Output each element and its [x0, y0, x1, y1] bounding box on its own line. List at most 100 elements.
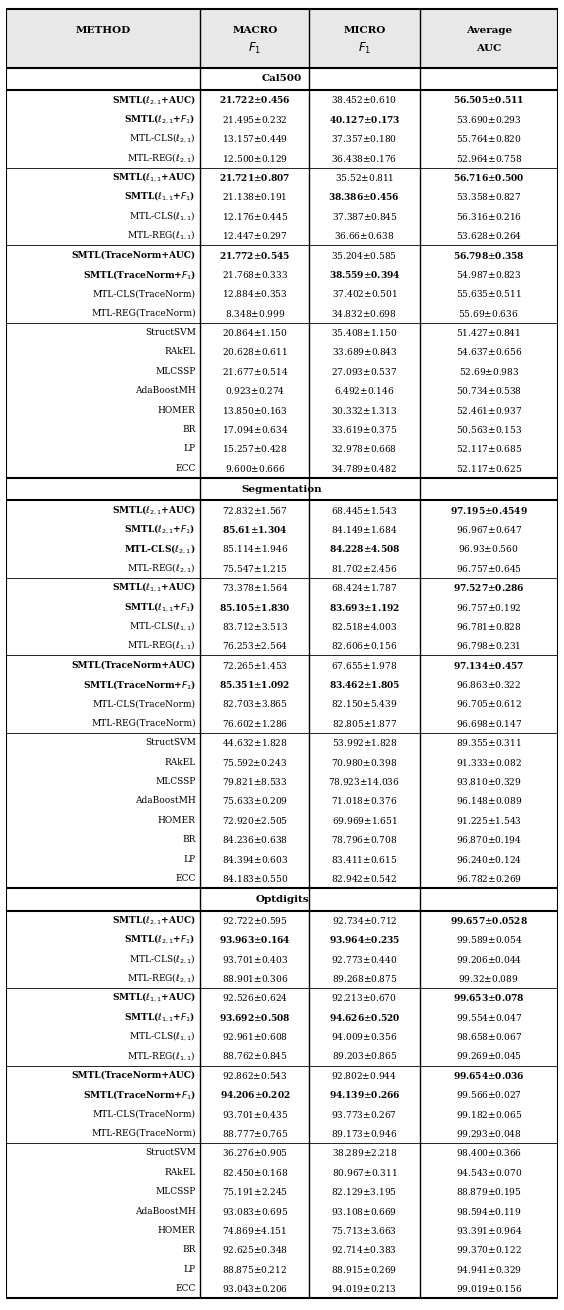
- Text: 97.195$\pm$0.4549: 97.195$\pm$0.4549: [450, 504, 528, 516]
- Text: MTL-REG($\ell_{2,1}$): MTL-REG($\ell_{2,1}$): [127, 972, 196, 985]
- Text: 34.789$\pm$0.482: 34.789$\pm$0.482: [332, 462, 397, 474]
- Text: 96.757$\pm$0.645: 96.757$\pm$0.645: [456, 563, 522, 574]
- Text: 93.692$\pm$0.508: 93.692$\pm$0.508: [219, 1011, 290, 1023]
- Text: MLCSSP: MLCSSP: [156, 1187, 196, 1196]
- Text: AdaBoostMH: AdaBoostMH: [135, 796, 196, 806]
- Text: 55.635$\pm$0.511: 55.635$\pm$0.511: [456, 288, 522, 299]
- Text: 56.716$\pm$0.500: 56.716$\pm$0.500: [453, 172, 525, 183]
- Text: BR: BR: [182, 424, 196, 434]
- Text: Segmentation: Segmentation: [242, 485, 322, 494]
- Text: 88.875$\pm$0.212: 88.875$\pm$0.212: [222, 1264, 288, 1275]
- Text: MTL-REG($\ell_{1,1}$): MTL-REG($\ell_{1,1}$): [127, 1049, 196, 1062]
- Text: 93.964$\pm$0.235: 93.964$\pm$0.235: [329, 934, 400, 946]
- Text: 92.714$\pm$0.383: 92.714$\pm$0.383: [332, 1244, 397, 1255]
- Text: 92.625$\pm$0.348: 92.625$\pm$0.348: [222, 1244, 288, 1255]
- Text: SMTL(TraceNorm+$F_1$): SMTL(TraceNorm+$F_1$): [83, 679, 196, 692]
- Text: 83.693$\pm$1.192: 83.693$\pm$1.192: [329, 601, 400, 613]
- Text: Optdigits: Optdigits: [255, 895, 309, 904]
- Text: SMTL($\ell_{2,1}$+$F_1$): SMTL($\ell_{2,1}$+$F_1$): [125, 523, 196, 536]
- Text: MTL-CLS($\ell_{1,1}$): MTL-CLS($\ell_{1,1}$): [129, 1030, 196, 1043]
- Text: 75.633$\pm$0.209: 75.633$\pm$0.209: [222, 795, 288, 807]
- Text: 96.798$\pm$0.231: 96.798$\pm$0.231: [456, 641, 521, 651]
- Text: 93.391$\pm$0.964: 93.391$\pm$0.964: [456, 1225, 522, 1235]
- Text: 99.206$\pm$0.044: 99.206$\pm$0.044: [456, 954, 522, 964]
- Text: 92.213$\pm$0.670: 92.213$\pm$0.670: [332, 993, 397, 1003]
- Text: 78.796$\pm$0.708: 78.796$\pm$0.708: [331, 834, 398, 845]
- Text: MTL-REG($\ell_{2,1}$): MTL-REG($\ell_{2,1}$): [127, 562, 196, 575]
- Text: 81.702$\pm$2.456: 81.702$\pm$2.456: [331, 563, 398, 574]
- Text: 82.518$\pm$4.003: 82.518$\pm$4.003: [331, 621, 398, 631]
- Text: 13.157$\pm$0.449: 13.157$\pm$0.449: [222, 134, 288, 144]
- Text: 44.632$\pm$1.828: 44.632$\pm$1.828: [222, 738, 288, 748]
- Text: 50.734$\pm$0.538: 50.734$\pm$0.538: [456, 385, 522, 396]
- Text: 99.269$\pm$0.045: 99.269$\pm$0.045: [456, 1051, 522, 1061]
- Text: 93.810$\pm$0.329: 93.810$\pm$0.329: [456, 776, 522, 787]
- Text: 76.602$\pm$1.286: 76.602$\pm$1.286: [222, 718, 288, 728]
- Text: ECC: ECC: [175, 1284, 196, 1293]
- Text: SMTL($\ell_{2,1}$+$F_1$): SMTL($\ell_{2,1}$+$F_1$): [125, 113, 196, 126]
- Text: 20.628$\pm$0.611: 20.628$\pm$0.611: [222, 346, 288, 358]
- Text: 85.351$\pm$1.092: 85.351$\pm$1.092: [219, 679, 290, 690]
- Text: 99.370$\pm$0.122: 99.370$\pm$0.122: [456, 1244, 522, 1255]
- Text: 12.176$\pm$0.445: 12.176$\pm$0.445: [222, 211, 288, 221]
- Text: SMTL($\ell_{1,1}$+AUC): SMTL($\ell_{1,1}$+AUC): [112, 582, 196, 595]
- Text: 98.658$\pm$0.067: 98.658$\pm$0.067: [456, 1031, 522, 1041]
- Text: 92.734$\pm$0.712: 92.734$\pm$0.712: [332, 914, 397, 926]
- Text: MTL-CLS($\ell_{1,1}$): MTL-CLS($\ell_{1,1}$): [129, 210, 196, 223]
- Text: 99.654$\pm$0.036: 99.654$\pm$0.036: [453, 1070, 525, 1081]
- Text: 88.915$\pm$0.269: 88.915$\pm$0.269: [331, 1264, 398, 1275]
- Text: 54.637$\pm$0.656: 54.637$\pm$0.656: [456, 346, 522, 358]
- Text: MTL-CLS(TraceNorm): MTL-CLS(TraceNorm): [92, 290, 196, 299]
- Text: 8.348$\pm$0.999: 8.348$\pm$0.999: [224, 308, 285, 318]
- Text: 93.108$\pm$0.669: 93.108$\pm$0.669: [331, 1205, 398, 1217]
- Text: 82.450$\pm$0.168: 82.450$\pm$0.168: [222, 1167, 288, 1178]
- Text: 99.657$\pm$0.0528: 99.657$\pm$0.0528: [450, 914, 528, 926]
- Text: 97.134$\pm$0.457: 97.134$\pm$0.457: [453, 660, 525, 671]
- Text: 35.52$\pm$0.811: 35.52$\pm$0.811: [334, 172, 394, 183]
- Text: 32.978$\pm$0.668: 32.978$\pm$0.668: [331, 443, 398, 455]
- Text: 37.357$\pm$0.180: 37.357$\pm$0.180: [331, 134, 398, 144]
- Text: 82.942$\pm$0.542: 82.942$\pm$0.542: [332, 872, 397, 884]
- Text: 89.355$\pm$0.311: 89.355$\pm$0.311: [456, 738, 522, 748]
- Text: 17.094$\pm$0.634: 17.094$\pm$0.634: [222, 424, 288, 435]
- Text: 94.139$\pm$0.266: 94.139$\pm$0.266: [329, 1089, 400, 1100]
- Text: $\mathit{F}_1$: $\mathit{F}_1$: [248, 41, 262, 56]
- Text: 82.150$\pm$5.439: 82.150$\pm$5.439: [331, 698, 398, 710]
- Text: 92.722$\pm$0.595: 92.722$\pm$0.595: [222, 914, 288, 926]
- Text: 72.920$\pm$2.505: 72.920$\pm$2.505: [222, 815, 288, 825]
- Text: 72.832$\pm$1.567: 72.832$\pm$1.567: [222, 504, 288, 516]
- Text: SMTL($\ell_{1,1}$+$F_1$): SMTL($\ell_{1,1}$+$F_1$): [125, 600, 196, 613]
- Text: AUC: AUC: [476, 45, 501, 52]
- Text: 93.701$\pm$0.403: 93.701$\pm$0.403: [222, 954, 288, 964]
- Text: 55.69$\pm$0.636: 55.69$\pm$0.636: [459, 308, 519, 318]
- Text: MTL-REG(TraceNorm): MTL-REG(TraceNorm): [91, 719, 196, 728]
- Text: 78.923$\pm$14.036: 78.923$\pm$14.036: [328, 776, 400, 787]
- Text: 99.019$\pm$0.156: 99.019$\pm$0.156: [456, 1282, 522, 1294]
- Text: HOMER: HOMER: [158, 816, 196, 825]
- Text: 56.316$\pm$0.216: 56.316$\pm$0.216: [456, 211, 522, 221]
- Text: 94.626$\pm$0.520: 94.626$\pm$0.520: [328, 1011, 400, 1023]
- Text: 99.32$\pm$0.089: 99.32$\pm$0.089: [459, 973, 519, 984]
- Text: 84.228$\pm$4.508: 84.228$\pm$4.508: [329, 544, 400, 554]
- Text: 94.206$\pm$0.202: 94.206$\pm$0.202: [219, 1089, 290, 1100]
- Text: 82.805$\pm$1.877: 82.805$\pm$1.877: [332, 718, 397, 728]
- Text: MTL-REG($\ell_{1,1}$): MTL-REG($\ell_{1,1}$): [127, 229, 196, 242]
- Text: 92.773$\pm$0.440: 92.773$\pm$0.440: [331, 954, 398, 964]
- Text: 97.527$\pm$0.286: 97.527$\pm$0.286: [453, 582, 525, 593]
- Text: 83.411$\pm$0.615: 83.411$\pm$0.615: [331, 854, 398, 865]
- Text: SMTL(TraceNorm+AUC): SMTL(TraceNorm+AUC): [72, 660, 196, 669]
- Text: 35.204$\pm$0.585: 35.204$\pm$0.585: [332, 249, 397, 261]
- Text: 82.703$\pm$3.865: 82.703$\pm$3.865: [222, 698, 288, 710]
- Text: 99.293$\pm$0.048: 99.293$\pm$0.048: [456, 1128, 522, 1138]
- Text: SMTL(TraceNorm+$F_1$): SMTL(TraceNorm+$F_1$): [83, 267, 196, 280]
- Text: 70.980$\pm$0.398: 70.980$\pm$0.398: [331, 757, 398, 768]
- Text: 35.408$\pm$1.150: 35.408$\pm$1.150: [331, 328, 398, 338]
- Text: 53.358$\pm$0.827: 53.358$\pm$0.827: [456, 191, 522, 202]
- Text: 96.705$\pm$0.612: 96.705$\pm$0.612: [456, 698, 522, 710]
- Text: SMTL($\ell_{2,1}$+AUC): SMTL($\ell_{2,1}$+AUC): [112, 503, 196, 516]
- Text: 21.722$\pm$0.456: 21.722$\pm$0.456: [219, 94, 291, 105]
- Text: 52.69$\pm$0.983: 52.69$\pm$0.983: [459, 365, 519, 377]
- Text: 99.566$\pm$0.027: 99.566$\pm$0.027: [456, 1089, 522, 1100]
- Text: HOMER: HOMER: [158, 406, 196, 414]
- Text: 98.594$\pm$0.119: 98.594$\pm$0.119: [456, 1205, 522, 1217]
